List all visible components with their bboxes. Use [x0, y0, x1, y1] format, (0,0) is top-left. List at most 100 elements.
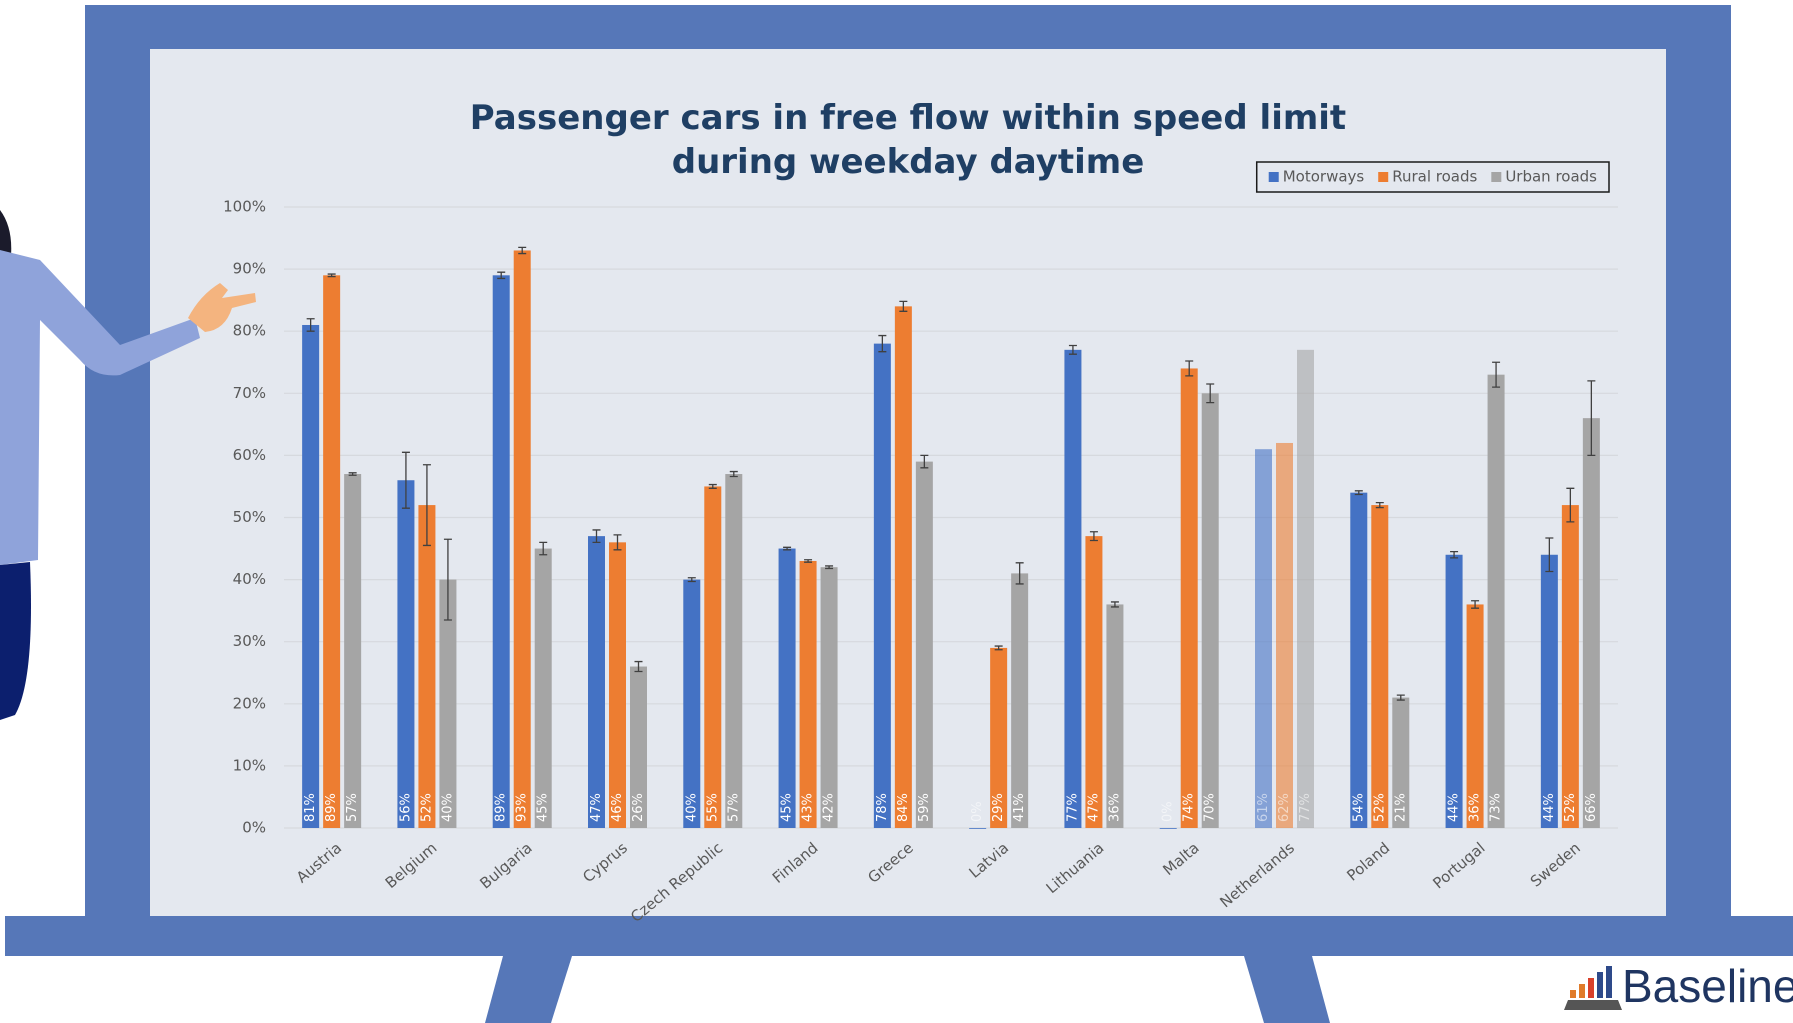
- error-bar: [539, 541, 548, 556]
- error-bar: [1566, 487, 1575, 523]
- board-leg: [485, 956, 572, 1023]
- bar: [1350, 492, 1368, 828]
- chart-title: Passenger cars in free flow within speed…: [469, 98, 1347, 182]
- bar: [1445, 554, 1463, 828]
- error-bar: [729, 470, 738, 478]
- y-tick-label: 20%: [233, 694, 266, 712]
- bar: [1011, 573, 1029, 828]
- error-bar: [708, 483, 717, 489]
- value-label: 77%: [1298, 793, 1313, 822]
- bar: [609, 542, 626, 828]
- bar: [704, 486, 722, 828]
- error-bar: [920, 454, 929, 469]
- y-tick-label: 0%: [242, 819, 266, 837]
- error-bar: [613, 534, 622, 551]
- y-tick-label: 10%: [233, 756, 266, 774]
- error-bar: [1015, 562, 1024, 585]
- error-bar: [687, 577, 696, 583]
- legend-swatch: [1378, 172, 1389, 182]
- error-bar: [348, 472, 357, 476]
- value-label: 73%: [1489, 793, 1504, 822]
- person-legs: [0, 562, 31, 720]
- y-tick-label: 100%: [223, 198, 266, 216]
- error-bar: [497, 271, 506, 280]
- y-tick-label: 80%: [233, 322, 266, 340]
- value-label: 66%: [1584, 793, 1599, 822]
- error-bar: [1450, 551, 1459, 559]
- value-label: 47%: [589, 793, 604, 822]
- bar: [1297, 349, 1314, 828]
- error-bar: [1354, 490, 1363, 496]
- error-bar: [899, 300, 908, 312]
- y-tick-label: 40%: [233, 570, 266, 588]
- bar: [1085, 536, 1103, 828]
- legend-label: Motorways: [1283, 168, 1365, 186]
- bar: [1201, 393, 1219, 828]
- legend-swatch: [1268, 172, 1279, 182]
- y-tick-label: 90%: [233, 260, 266, 278]
- value-label: 21%: [1393, 793, 1408, 822]
- bar: [1106, 604, 1124, 828]
- value-label: 78%: [875, 793, 890, 822]
- error-bar: [1471, 600, 1480, 609]
- y-tick-label: 70%: [233, 384, 266, 402]
- value-label: 57%: [726, 793, 741, 822]
- value-label: 89%: [324, 793, 339, 822]
- legend: Motorways Rural roads Urban roads: [1255, 161, 1610, 193]
- bar: [1255, 449, 1272, 828]
- bar: [1371, 505, 1389, 828]
- value-label: 40%: [684, 793, 699, 822]
- bar: [1540, 554, 1558, 828]
- bar: [534, 548, 552, 828]
- value-label: 45%: [780, 793, 795, 822]
- bar: [1561, 505, 1579, 828]
- value-label: 41%: [1012, 793, 1027, 822]
- error-bar: [1375, 501, 1384, 509]
- bar: [1276, 442, 1293, 828]
- error-bar: [422, 464, 431, 547]
- value-label: 52%: [419, 793, 434, 822]
- legend-label: Rural roads: [1392, 168, 1477, 186]
- bar: [799, 560, 817, 828]
- error-bar: [327, 273, 336, 278]
- logo-icon: [1564, 966, 1622, 1010]
- bar: [683, 579, 701, 828]
- bar: [302, 324, 320, 828]
- bar: [990, 647, 1008, 828]
- error-bar: [994, 645, 1003, 651]
- value-label: 36%: [1468, 793, 1483, 822]
- value-label: 0%: [970, 801, 985, 822]
- value-label: 54%: [1351, 793, 1366, 822]
- board-leg: [1244, 956, 1330, 1023]
- error-bar: [1587, 380, 1596, 457]
- bar: [513, 250, 531, 829]
- bar: [969, 828, 987, 829]
- bar: [1064, 349, 1082, 828]
- value-label: 89%: [494, 793, 509, 822]
- y-tick-label: 50%: [233, 508, 266, 526]
- bar: [915, 461, 933, 828]
- legend-label: Urban roads: [1505, 168, 1597, 186]
- bar: [344, 474, 362, 828]
- bar: [778, 548, 796, 828]
- legend-box: [1255, 161, 1610, 193]
- value-label: 74%: [1182, 793, 1197, 822]
- bar: [1582, 418, 1600, 828]
- bar: [1466, 604, 1484, 828]
- bar: [492, 275, 510, 828]
- error-bar: [1492, 361, 1501, 388]
- error-bar: [401, 451, 410, 509]
- bar: [323, 275, 341, 828]
- bar: [397, 480, 415, 828]
- bar: [588, 536, 605, 828]
- value-label: 59%: [917, 793, 932, 822]
- bar: [873, 343, 891, 828]
- value-label: 56%: [398, 793, 413, 822]
- error-bar: [1068, 344, 1077, 355]
- value-label: 61%: [1256, 793, 1271, 822]
- value-label: 84%: [896, 793, 911, 822]
- bar: [894, 306, 912, 828]
- bar: [1487, 374, 1505, 828]
